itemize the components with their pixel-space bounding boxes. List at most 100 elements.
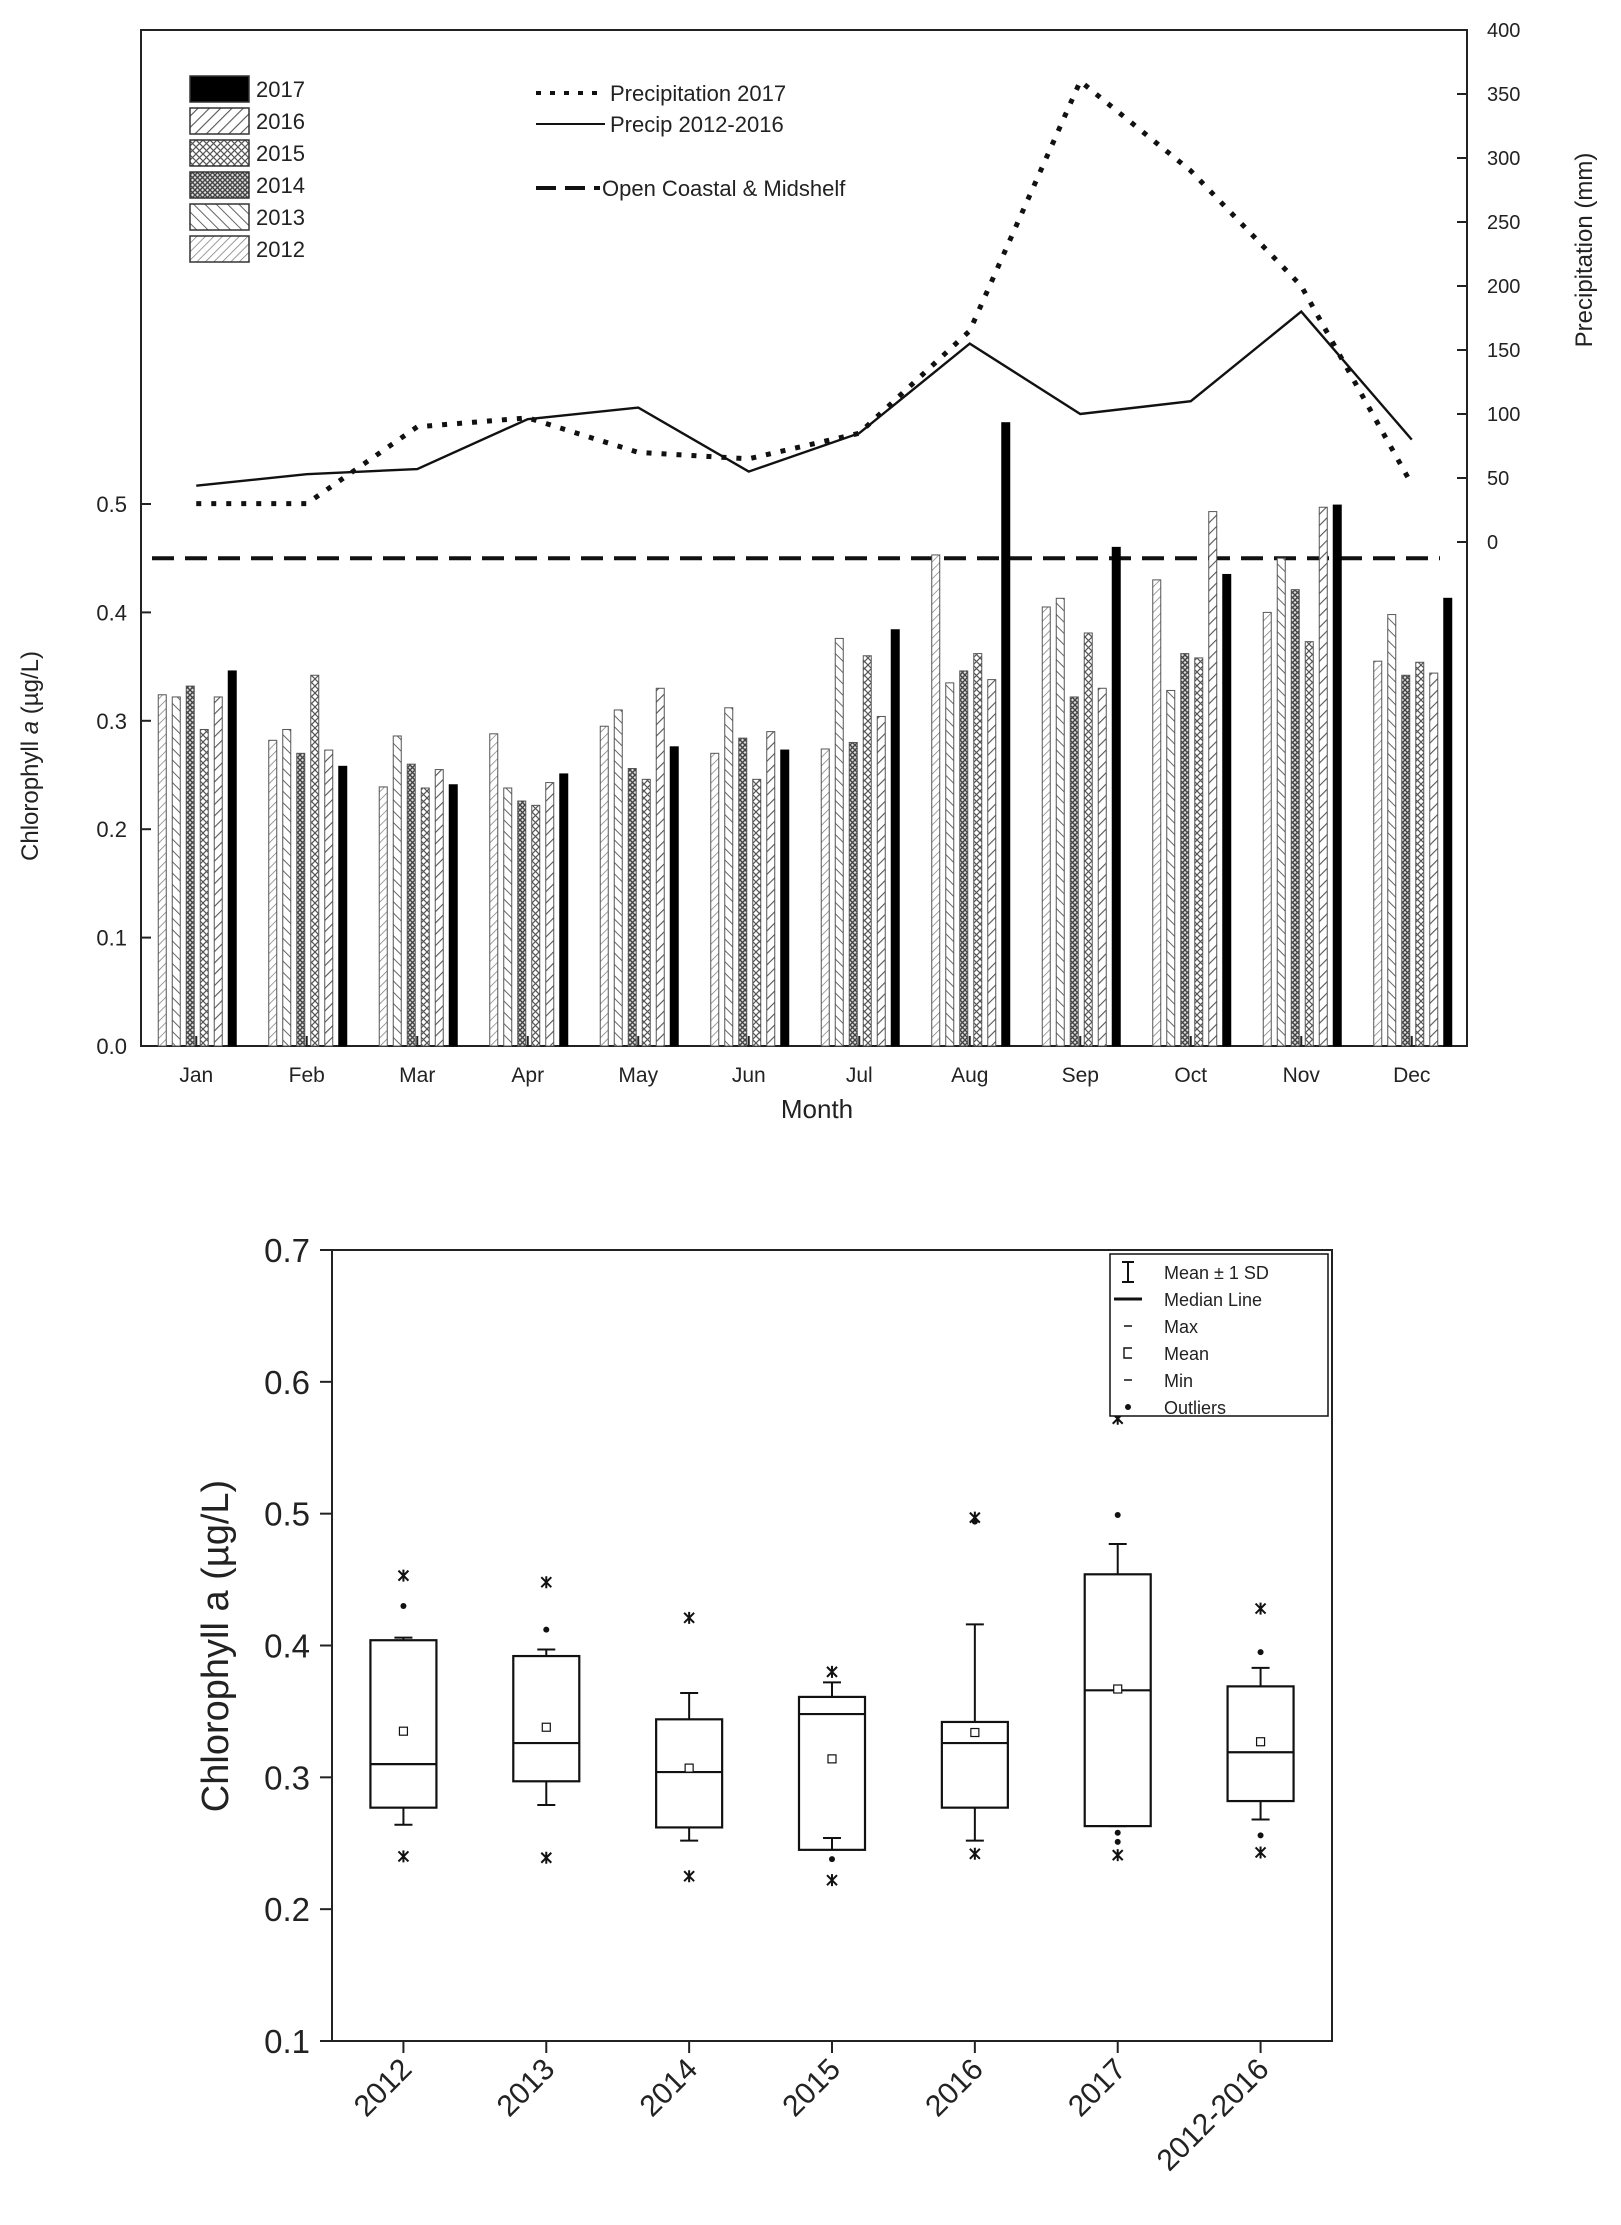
extreme-marker <box>683 1611 695 1624</box>
box-2014 <box>655 1611 724 1883</box>
annual-boxplot-chart: 0.10.20.30.40.50.60.7 2012 2013 2014 2015 20… <box>195 1232 1333 2177</box>
bar-2016-oct <box>1208 511 1218 1047</box>
y-tick-label: 0.5 <box>96 492 127 517</box>
bar-2015-nov <box>1304 641 1314 1047</box>
y-tick-label: 0.3 <box>264 1759 310 1796</box>
bar-2017-nov <box>1332 504 1342 1047</box>
bar-2013-jun <box>724 707 734 1047</box>
y-tick-label: 0.4 <box>264 1628 310 1665</box>
extreme-marker <box>1254 1602 1267 1615</box>
bar-2012-oct <box>1152 579 1162 1047</box>
x-tick-label: 2013 <box>491 2053 562 2124</box>
bar-2012-apr <box>489 733 499 1047</box>
bar-2015-oct <box>1194 657 1204 1047</box>
bar-2012-may <box>599 725 609 1047</box>
legend-swatch-2015 <box>189 139 250 167</box>
extreme-marker <box>826 1665 838 1678</box>
outlier-point <box>400 1602 407 1609</box>
bar-2013-oct <box>1166 689 1176 1047</box>
bar-2014-jan <box>185 685 195 1047</box>
bar-2017-oct <box>1222 573 1232 1047</box>
box-body <box>369 1639 438 1809</box>
mean-marker <box>1113 1684 1123 1694</box>
bar-2012-sep <box>1041 606 1051 1047</box>
bar-2014-may <box>627 767 637 1047</box>
extreme-marker <box>397 1569 410 1582</box>
legend-precip-2017-label: Precipitation 2017 <box>610 81 786 106</box>
y-tick-label: 0.1 <box>264 2023 310 2060</box>
x-tick-label: 2012-2016 <box>1151 2053 1276 2178</box>
box-2012 <box>369 1569 438 1863</box>
x-tick-label: Oct <box>1174 1064 1207 1087</box>
bar-2017-apr <box>559 773 569 1047</box>
x-tick-label: Sep <box>1062 1064 1099 1087</box>
x-tick-label: Dec <box>1393 1064 1430 1087</box>
x-tick-label: 2015 <box>776 2053 847 2124</box>
bar-2012-jan <box>157 694 167 1047</box>
x-tick-label: 2014 <box>634 2053 705 2124</box>
y-axis-title: Chlorophyll a (µg/L) <box>195 1480 237 1812</box>
bar-2012-jun <box>710 752 720 1047</box>
bar-2013-aug <box>945 682 955 1047</box>
bar-2015-jun <box>752 778 762 1047</box>
bar-2016-nov <box>1318 506 1328 1047</box>
box-group <box>369 1412 1295 1887</box>
legend-open-coastal-label: Open Coastal & Midshelf <box>602 176 846 201</box>
bar-2013-sep <box>1055 597 1065 1047</box>
bar-2014-mar <box>406 763 416 1047</box>
y-tick-label: 0.3 <box>96 709 127 734</box>
legend-label: Outliers <box>1164 1398 1226 1418</box>
bar-2017-jun <box>780 749 790 1047</box>
outlier-point <box>1257 1832 1264 1839</box>
bar-2012-mar <box>378 786 388 1047</box>
x-tick-label: Jan <box>179 1064 213 1087</box>
legend-label-2017: 2017 <box>256 77 305 102</box>
bar-2014-nov <box>1290 589 1300 1047</box>
bar-2015-aug <box>973 653 983 1047</box>
legend-label: Mean <box>1164 1344 1209 1364</box>
bar-group <box>157 422 1453 1047</box>
box-2015 <box>797 1665 867 1887</box>
x-tick-label: Feb <box>289 1064 325 1087</box>
bar-2016-jul <box>876 715 886 1047</box>
box-2017 <box>1083 1412 1152 1862</box>
bar-2012-dec <box>1373 660 1383 1047</box>
bar-2015-apr <box>531 804 541 1047</box>
y2-tick-label: 150 <box>1487 340 1520 362</box>
legend-label: Median Line <box>1164 1290 1262 1310</box>
legend-outlier-swatch <box>1125 1404 1131 1410</box>
bar-2017-jul <box>890 629 900 1047</box>
y-tick-label: 0.4 <box>96 600 127 625</box>
bar-2016-jun <box>766 731 776 1047</box>
legend-label-2014: 2014 <box>256 173 305 198</box>
extreme-marker <box>540 1576 552 1589</box>
bar-2013-may <box>613 709 623 1047</box>
extreme-marker <box>397 1850 410 1863</box>
bar-2015-sep <box>1083 632 1093 1047</box>
x-axis: 2012 2013 2014 2015 2016 2017 2012-2016 <box>348 2041 1276 2177</box>
x-tick-label: 2012 <box>348 2053 419 2124</box>
box-2012-2016 <box>1226 1602 1295 1859</box>
bar-2013-mar <box>392 735 402 1047</box>
left-y-axis: 0.0 0.1 0.2 0.3 0.4 0.5 <box>96 492 151 1059</box>
bar-2016-apr <box>545 782 555 1047</box>
bar-2017-mar <box>448 784 458 1047</box>
legend-label-2013: 2013 <box>256 205 305 230</box>
extreme-marker <box>969 1847 981 1860</box>
legend-swatch-2013 <box>189 203 250 231</box>
bar-2014-jun <box>738 737 748 1047</box>
x-tick-label: 2016 <box>919 2053 990 2124</box>
bar-2017-feb <box>338 765 348 1047</box>
legend-sd-swatch <box>1122 1261 1134 1283</box>
x-tick-label: 2017 <box>1062 2053 1133 2124</box>
legend-swatch-2016 <box>189 107 250 135</box>
precipitation-2017-line <box>196 77 1414 507</box>
mean-marker <box>1255 1737 1266 1747</box>
bar-2012-aug <box>931 554 941 1047</box>
right-y-axis: 0 50 100 150 200 250 300 350 400 <box>1457 20 1520 554</box>
y-tick-label: 0.1 <box>96 926 127 951</box>
bar-2013-apr <box>503 787 513 1047</box>
y-tick-label: 0.6 <box>264 1364 310 1401</box>
bar-2017-dec <box>1443 597 1453 1047</box>
